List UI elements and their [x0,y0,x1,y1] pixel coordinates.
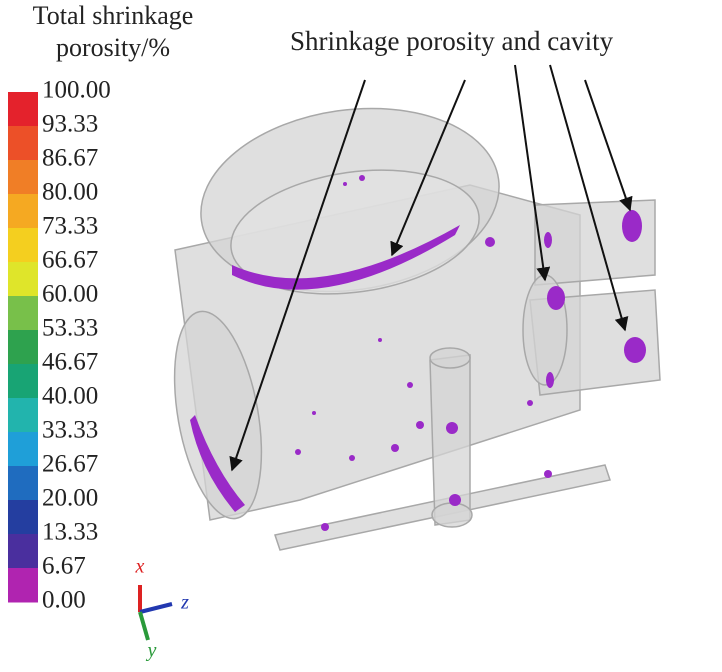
colorbar-segment [8,398,38,433]
colorbar-segment [8,126,38,161]
colorbar-segment [8,330,38,365]
colorbar-segment [8,568,38,603]
colorbar-label: 73.33 [42,213,98,240]
colorbar-label: 0.00 [42,587,86,614]
legend-title: porosity/% [56,33,170,62]
axis-label: z [180,592,189,614]
colorbar-label: 13.33 [42,519,98,546]
colorbar-label: 33.33 [42,417,98,444]
colorbar-segment [8,228,38,263]
axis-triad [138,585,173,641]
colorbar-segment [8,466,38,501]
arrows [229,64,633,472]
colorbar-label: 40.00 [42,383,98,410]
colorbar-label: 100.00 [42,77,111,104]
colorbar-segment [8,432,38,467]
colorbar-segment [8,92,38,127]
colorbar-label: 86.67 [42,145,98,172]
colorbar-segment [8,160,38,195]
colorbar-segment [8,534,38,569]
colorbar-segment [8,194,38,229]
colorbar-label: 6.67 [42,553,86,580]
annotation: Shrinkage porosity and cavity [290,26,614,56]
colorbar-segment [8,364,38,399]
colorbar-label: 20.00 [42,485,98,512]
colorbar-label: 93.33 [42,111,98,138]
casting [173,107,661,551]
colorbar-segment [8,262,38,297]
colorbar-label: 60.00 [42,281,98,308]
colorbar-label: 46.67 [42,349,98,376]
colorbar [8,92,38,603]
colorbar-label: 26.67 [42,451,98,478]
colorbar-segment [8,500,38,535]
legend-title: Total shrinkage [33,1,194,30]
colorbar-segment [8,296,38,331]
colorbar-label: 80.00 [42,179,98,206]
porosity [190,175,646,531]
axis-label: x [135,556,145,578]
colorbar-label: 53.33 [42,315,98,342]
colorbar-label: 66.67 [42,247,98,274]
axis-label: y [146,640,157,662]
